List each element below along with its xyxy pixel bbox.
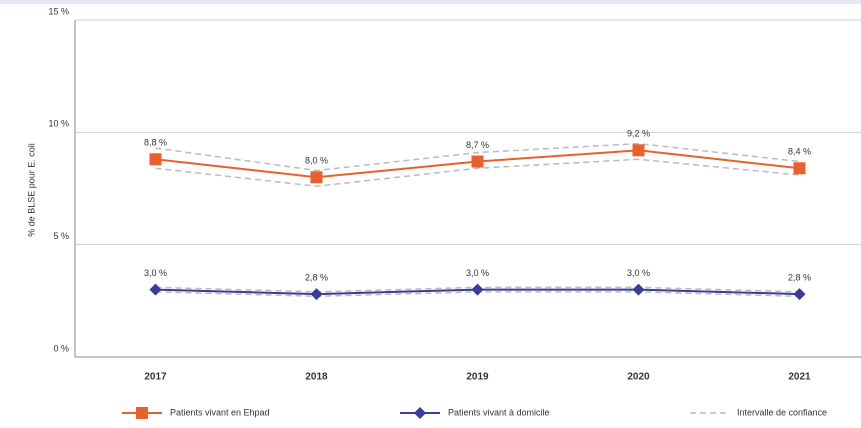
data-label: 3,0 % [144,268,167,278]
data-label: 8,8 % [144,138,167,148]
y-axis-label: % de BLSE pour E. coli [26,143,36,237]
marker [632,283,645,296]
data-label: 3,0 % [627,268,650,278]
marker [471,155,484,168]
data-label: 8,4 % [788,147,811,157]
marker [793,288,806,301]
legend-label: Patients vivant à domicile [448,407,550,417]
confidence-line [155,142,800,172]
marker [632,144,645,157]
marker [149,153,162,166]
marker [793,162,806,175]
x-tick-label: 2017 [144,372,167,383]
marker [136,407,148,419]
data-label: 8,0 % [305,156,328,166]
y-tick-label: 0 % [53,343,69,353]
data-label: 9,2 % [627,129,650,139]
x-tick-label: 2020 [627,372,650,383]
data-label: 2,8 % [788,272,811,282]
marker [149,283,162,296]
x-tick-label: 2018 [305,372,328,383]
marker [310,171,323,184]
x-tick-label: 2019 [466,372,489,383]
marker [414,407,426,419]
legend-label: Patients vivant en Ehpad [170,407,270,417]
y-tick-label: 10 % [48,119,69,129]
data-label: 2,8 % [305,272,328,282]
top-band [0,0,861,4]
y-tick-label: 15 % [48,6,69,16]
x-tick-label: 2021 [788,372,811,383]
marker [471,283,484,296]
y-tick-label: 5 % [53,231,69,241]
marker [310,288,323,301]
confidence-line [155,158,800,188]
data-label: 8,7 % [466,140,489,150]
legend-label: Intervalle de confiance [737,407,827,417]
data-label: 3,0 % [466,268,489,278]
